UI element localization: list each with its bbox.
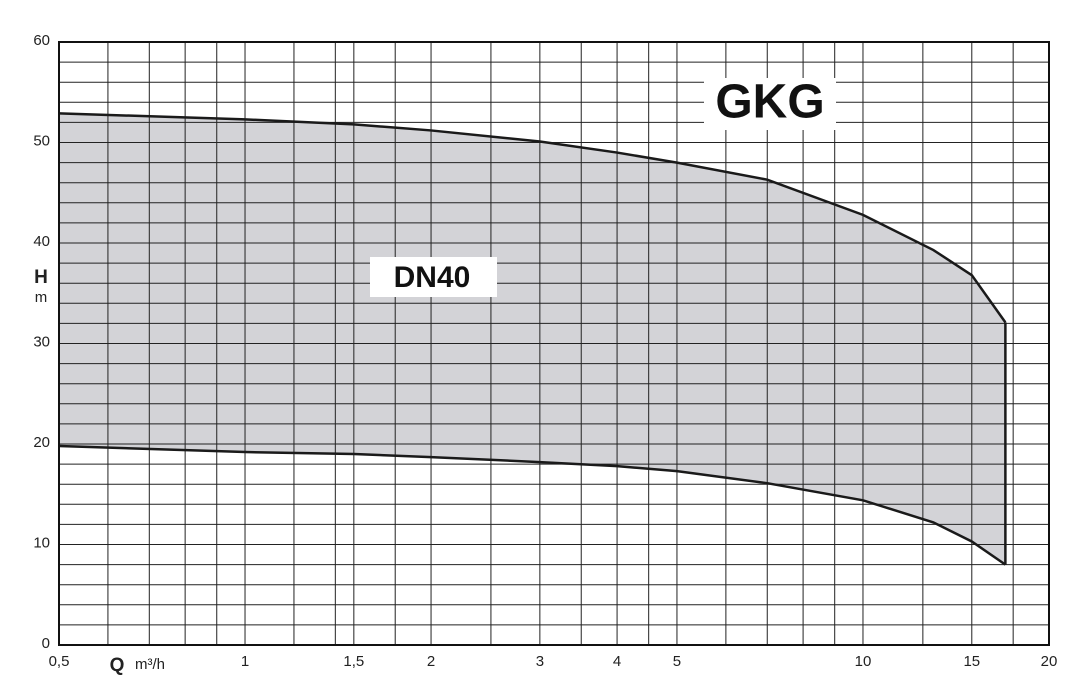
plot-frame [58, 41, 1050, 646]
x-tick-label: 1 [241, 653, 249, 670]
curve [58, 112, 1007, 324]
x-tick-label: 3 [536, 653, 544, 670]
annotation: DN40 [394, 261, 471, 294]
x-tick-label: 15 [963, 653, 980, 670]
curve [58, 444, 1007, 566]
x-tick-label: 1,5 [343, 653, 364, 670]
x-axis-unit: m³/h [135, 656, 165, 673]
x-tick-label: 2 [427, 653, 435, 670]
y-tick-label: 40 [33, 233, 50, 250]
x-tick-label: 0,5 [49, 653, 70, 670]
x-tick-label: 20 [1041, 653, 1058, 670]
y-tick-label: 0 [42, 635, 50, 652]
x-axis-label: Q [110, 655, 125, 676]
y-tick-label: 10 [33, 534, 50, 551]
chart-title: GKG [715, 76, 824, 129]
y-tick-label: 20 [33, 434, 50, 451]
x-tick-label: 5 [673, 653, 681, 670]
y-tick-label: 30 [33, 333, 50, 350]
x-tick-label: 10 [855, 653, 872, 670]
y-axis-label: H [34, 267, 48, 288]
y-tick-label: 60 [33, 32, 50, 49]
annotation-box [370, 257, 497, 297]
x-tick-label: 4 [613, 653, 621, 670]
title-box [704, 78, 836, 130]
y-tick-label: 50 [33, 132, 50, 149]
y-axis-unit: m [35, 289, 48, 306]
